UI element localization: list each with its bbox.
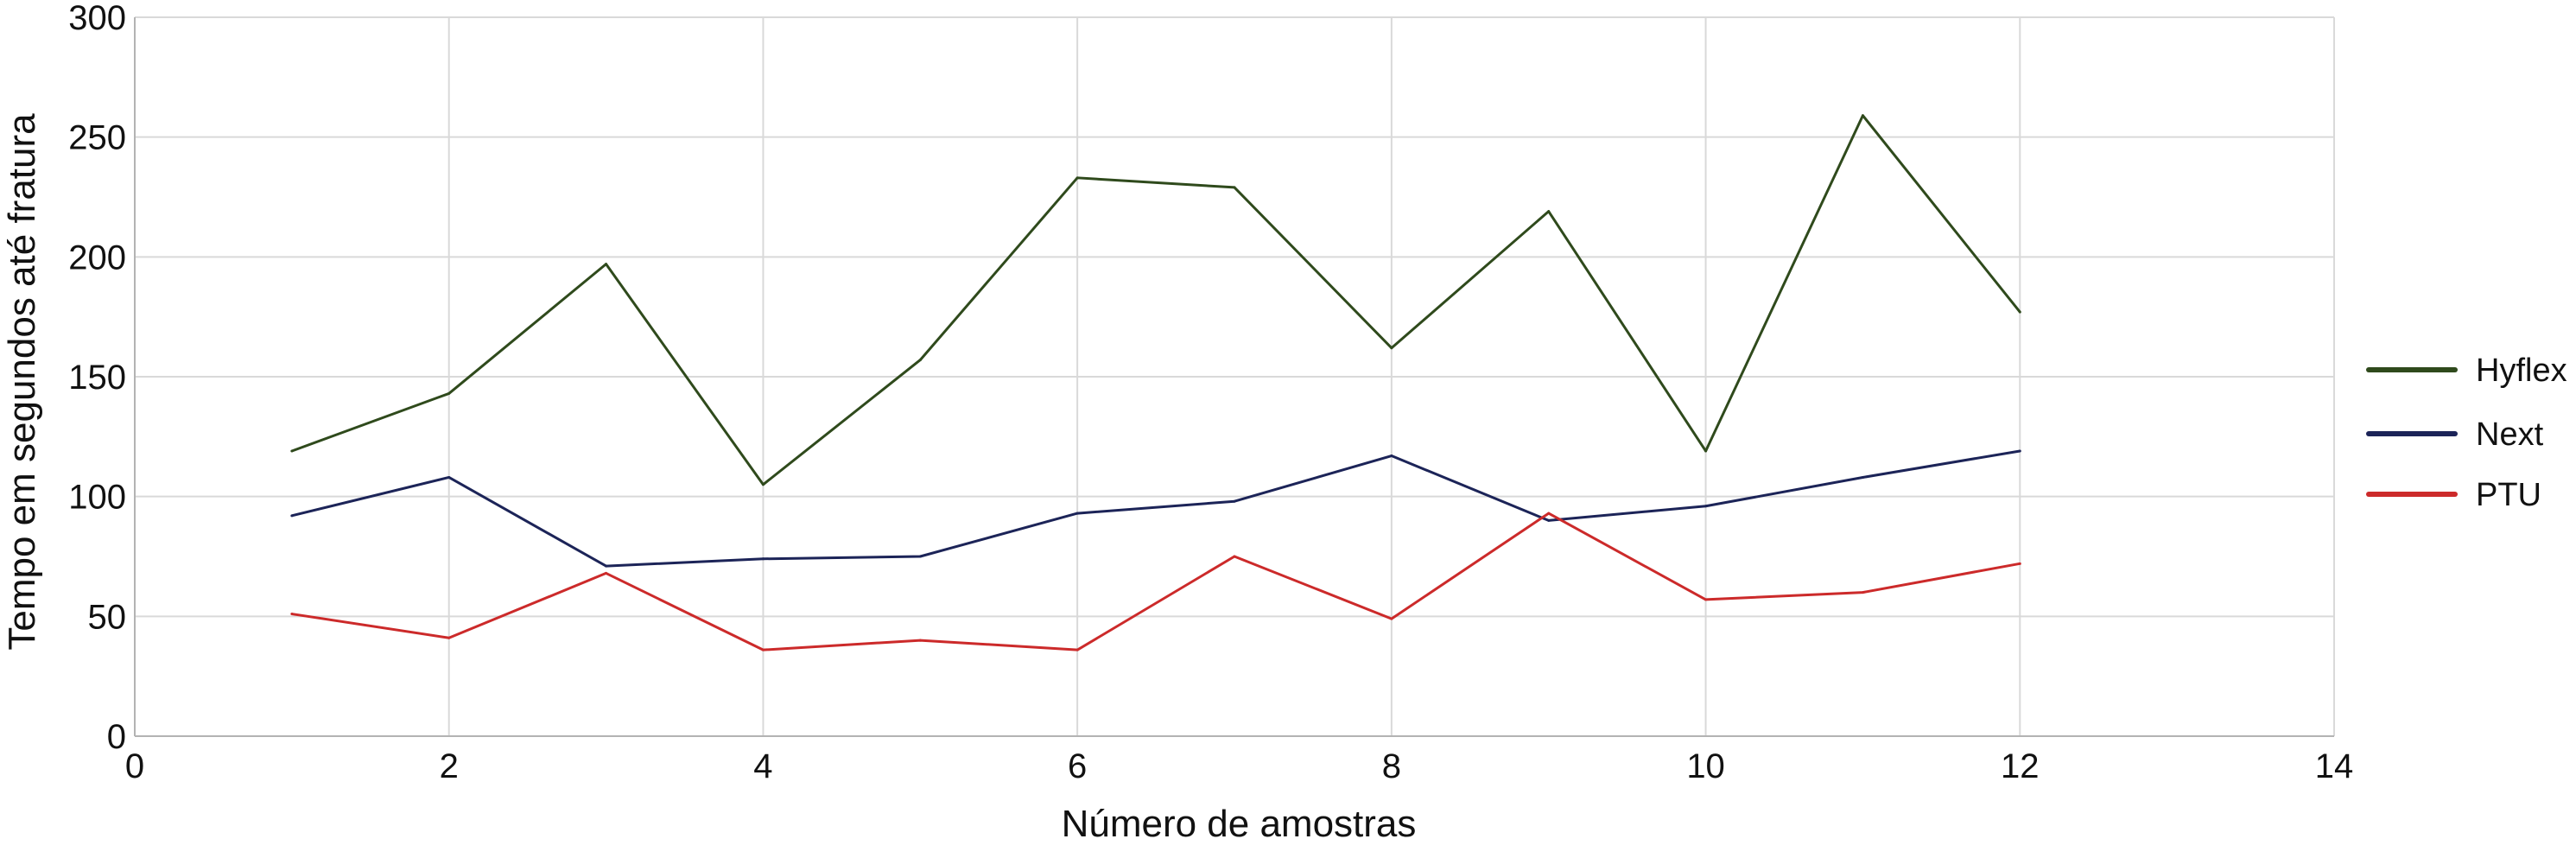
x-tick-label: 6 xyxy=(1068,747,1087,785)
x-tick-label: 12 xyxy=(2001,747,2040,785)
x-tick-label: 14 xyxy=(2315,747,2354,785)
legend-label-ptu: PTU xyxy=(2476,477,2541,513)
data-point-ptu xyxy=(1547,512,1551,515)
series-line-ptu xyxy=(291,512,2021,651)
y-tick-label: 100 xyxy=(68,479,126,517)
data-point-next xyxy=(1233,499,1236,503)
data-point-ptu xyxy=(761,648,765,651)
y-tick-label: 0 xyxy=(107,718,126,756)
x-axis-label: Número de amostras xyxy=(1062,803,1417,845)
x-tick-label: 0 xyxy=(125,747,144,785)
data-point-next xyxy=(1390,454,1393,458)
legend-label-next: Next xyxy=(2476,416,2544,453)
y-tick-label: 200 xyxy=(68,238,126,276)
data-point-ptu xyxy=(918,639,922,642)
y-tick-label: 300 xyxy=(68,0,126,37)
data-point-next xyxy=(761,557,765,561)
data-point-hyflex xyxy=(1390,346,1393,350)
legend: Hyflex Next PTU xyxy=(2366,353,2567,513)
data-point-hyflex xyxy=(1704,449,1708,453)
series-line-next xyxy=(291,449,2021,568)
data-point-ptu xyxy=(1233,555,1236,558)
data-point-hyflex xyxy=(918,359,922,362)
x-tick-label: 8 xyxy=(1382,747,1401,785)
legend-label-hyflex: Hyflex xyxy=(2476,353,2567,389)
grid xyxy=(134,16,2335,737)
x-tick-label: 10 xyxy=(1686,747,1725,785)
axes xyxy=(134,17,2334,737)
data-point-next xyxy=(1861,475,1864,479)
data-point-next xyxy=(447,475,451,479)
y-axis-label: Tempo em segundos até fratura xyxy=(1,113,43,651)
data-point-ptu xyxy=(1861,591,1864,594)
y-tick-label: 250 xyxy=(68,119,126,157)
data-point-hyflex xyxy=(290,449,294,453)
data-point-ptu xyxy=(290,613,294,616)
data-point-hyflex xyxy=(1233,186,1236,189)
data-point-hyflex xyxy=(1075,176,1079,180)
tick-labels: 0 2 4 6 8 10 12 14 0 50 100 150 200 250 300 xyxy=(68,0,2353,785)
data-point-ptu xyxy=(1704,598,1708,601)
data-point-ptu xyxy=(447,636,451,639)
series-lines xyxy=(290,114,2021,651)
data-point-hyflex xyxy=(447,391,451,395)
y-tick-label: 50 xyxy=(88,598,127,636)
y-tick-label: 150 xyxy=(68,359,126,397)
data-point-ptu xyxy=(605,571,608,575)
data-point-ptu xyxy=(1075,648,1079,651)
data-point-next xyxy=(1704,505,1708,508)
data-point-hyflex xyxy=(1547,210,1551,213)
data-point-next xyxy=(1547,518,1551,522)
data-point-hyflex xyxy=(605,263,608,266)
x-tick-label: 4 xyxy=(753,747,772,785)
data-point-hyflex xyxy=(2018,310,2021,314)
data-point-next xyxy=(2018,449,2021,453)
data-point-next xyxy=(290,514,294,518)
data-point-ptu xyxy=(1390,617,1393,620)
data-point-ptu xyxy=(2018,562,2021,565)
data-point-hyflex xyxy=(761,483,765,486)
data-point-next xyxy=(605,564,608,568)
x-tick-label: 2 xyxy=(440,747,459,785)
data-point-next xyxy=(918,555,922,558)
data-point-next xyxy=(1075,512,1079,515)
series-line-hyflex xyxy=(291,114,2021,486)
data-point-hyflex xyxy=(1861,114,1864,118)
